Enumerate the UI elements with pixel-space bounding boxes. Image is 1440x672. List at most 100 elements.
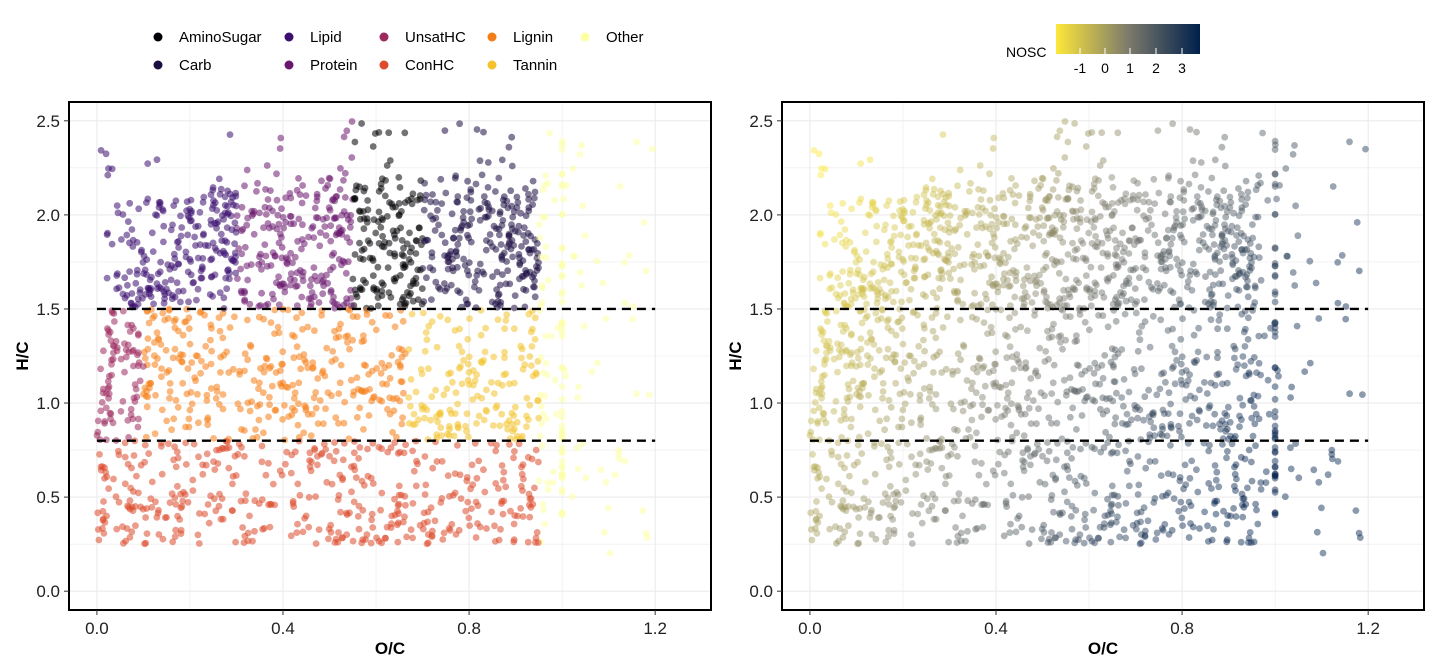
data-point [1118,256,1126,263]
data-point [807,417,815,425]
data-point [1096,162,1104,169]
data-point [1262,468,1270,476]
data-point [934,193,942,201]
data-point [122,346,130,354]
data-point [569,165,577,172]
data-point [1196,237,1203,244]
data-point [1101,352,1109,359]
data-point [1141,393,1149,401]
data-point [1071,120,1078,127]
data-point [1056,211,1064,219]
data-point [533,240,541,247]
data-point [890,351,897,358]
data-point [299,528,307,536]
data-point [1177,231,1184,239]
data-point [1355,267,1363,275]
y-axis-title: H/C [13,341,32,370]
data-point [258,265,265,273]
data-point [1130,177,1138,185]
data-point [991,382,998,390]
data-point [220,351,228,359]
data-point [1047,301,1054,309]
data-point [1071,539,1079,547]
data-point [323,214,331,222]
data-point [979,204,986,212]
data-point [216,327,224,335]
data-point [134,349,142,357]
data-point [1077,197,1084,204]
data-point [890,212,897,220]
data-point [1077,445,1084,453]
legend-label-lignin: Lignin [513,29,553,46]
data-point [1162,378,1169,386]
data-point [1170,224,1178,232]
data-point [923,435,930,442]
data-point [1018,493,1026,501]
data-point [1088,537,1096,545]
data-point [228,507,236,514]
data-point [327,287,335,294]
data-point [1068,455,1075,462]
data-point [1215,370,1223,378]
data-point [449,235,457,242]
data-point [229,473,237,480]
data-point [1248,414,1256,422]
data-point [1149,312,1157,320]
data-point [964,527,971,535]
data-point [400,244,407,252]
data-point [920,492,927,500]
data-point [311,293,318,301]
data-point [501,348,508,356]
data-point [1253,506,1260,514]
data-point [349,537,357,545]
data-point [1048,529,1055,536]
data-point [219,391,227,398]
data-point [94,509,102,517]
data-point [1070,215,1077,223]
data-point [1223,325,1231,333]
data-point [982,290,989,298]
data-point [1045,334,1053,342]
data-point [1061,154,1069,161]
data-point [273,170,280,178]
data-point [908,419,915,427]
data-point [416,521,424,529]
data-point [1071,477,1079,485]
data-point [1249,221,1256,229]
data-point [1229,254,1236,262]
data-point [1083,286,1090,293]
data-point [356,444,364,451]
data-point [1067,385,1075,393]
data-point [1139,264,1147,272]
data-point [1211,462,1219,469]
data-point [847,331,855,339]
data-point [353,293,361,301]
data-point [1319,549,1327,557]
data-point [832,290,840,298]
data-point [325,535,332,543]
data-point [1201,298,1209,306]
data-point [921,347,928,355]
data-point [1148,410,1156,417]
data-point [207,321,215,329]
data-point [855,514,862,521]
data-point [1082,143,1090,150]
data-point [957,214,964,222]
data-point [216,289,224,297]
data-point [510,520,518,528]
data-point [203,450,211,458]
data-point [434,418,441,426]
data-point [939,324,947,331]
data-point [158,470,166,478]
data-point [870,285,878,292]
data-point [319,367,327,375]
data-point [400,252,407,260]
data-point [123,525,131,532]
data-point [1271,511,1279,519]
data-point [873,299,881,307]
data-point [418,370,426,378]
data-point [1209,208,1217,216]
data-point [1010,365,1018,373]
data-point [184,268,192,276]
data-point [903,440,911,448]
